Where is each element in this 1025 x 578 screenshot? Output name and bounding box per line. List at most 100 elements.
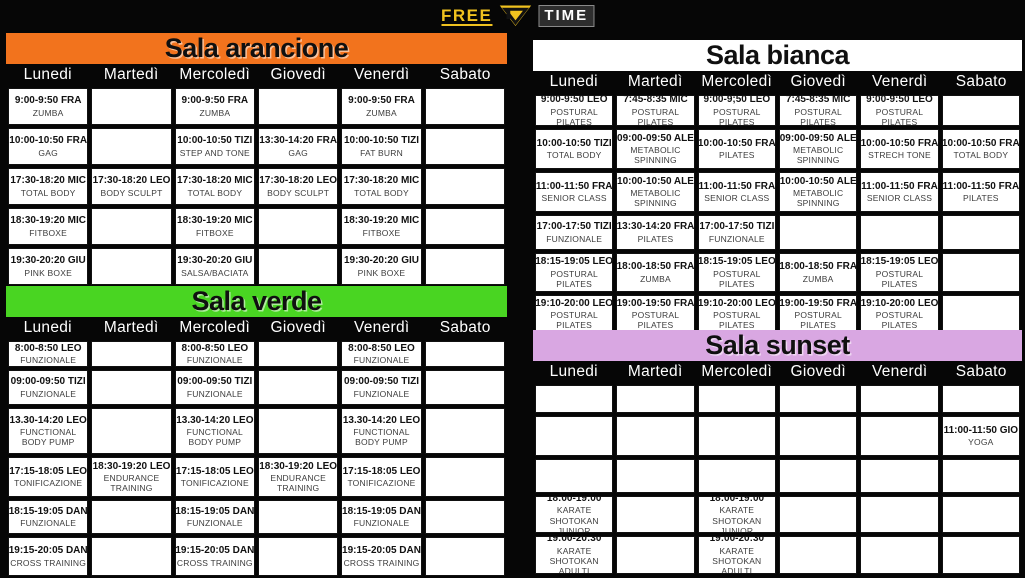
class-activity: POSTURAL PILATES	[631, 310, 680, 331]
schedule-cell-empty	[941, 385, 1020, 413]
schedule-cell-empty	[424, 408, 505, 454]
schedule-cell-empty	[424, 341, 505, 367]
class-time: 17:15-18:05 LEO	[175, 465, 254, 477]
schedule-cell-empty	[616, 536, 695, 574]
schedule-cell: 11:00-11:50 FRA SENIOR CLASS	[697, 172, 776, 212]
schedule-cell: 9:00-9:50 LEO POSTURAL PILATES	[535, 95, 614, 126]
schedule-cell-empty	[779, 416, 858, 456]
class-time: 18:00-18:50 FRA	[779, 261, 858, 273]
schedule-cell: 18:15-19:05 DAN FUNZIONALE	[8, 500, 89, 534]
schedule-cell: 13.30-14:20 LEO FUNCTIONAL BODY PUMP	[8, 408, 89, 454]
schedule-cell-empty	[697, 416, 776, 456]
class-time: 11:00-11:50 GIO	[943, 424, 1019, 436]
freetime-logo: FREE TIME	[433, 0, 602, 32]
class-activity: POSTURAL PILATES	[875, 268, 924, 289]
class-time: 19:30-20:20 GIU	[10, 255, 86, 267]
class-activity: TOTAL BODY	[187, 187, 243, 198]
class-activity: BODY SCULPT	[100, 187, 163, 198]
class-time: 17:15-18:05 LEO	[9, 465, 88, 477]
schedule-cell-empty	[941, 215, 1020, 250]
class-activity: FUNCTIONAL BODY PUMP	[186, 427, 243, 448]
class-activity: KARATE SHOTOKAN JUNIOR	[549, 505, 599, 533]
schedule-cell-empty	[941, 295, 1020, 333]
class-time: 8:00-8:50 LEO	[348, 342, 415, 354]
day-header-row: Lunedi Martedì Mercoledì Giovedì Venerdì Saba…	[6, 317, 507, 339]
class-time: 19:00-20:30	[546, 536, 602, 545]
class-activity: KARATE SHOTOKAN ADULTI	[549, 545, 599, 574]
schedule-cell: 10:00-10:50 ALE METABOLIC SPINNING	[779, 172, 858, 212]
schedule-cell: 17:15-18:05 LEO TONIFICAZIONE	[8, 457, 89, 497]
schedule-cell: 10:00-10:50 FRA STRECH TONE	[860, 129, 939, 169]
class-time: 18:15-19:05 LEO	[860, 256, 939, 268]
class-time: 18:15-19:05 DAN	[175, 505, 255, 517]
class-activity: FUNZIONALE	[20, 388, 77, 399]
freetime-triangle-icon	[497, 1, 534, 31]
schedule-cell: 11:00-11:50 FRA PILATES	[941, 172, 1020, 212]
schedule-cell: 10:00-10:50 FRA PILATES	[697, 129, 776, 169]
class-activity: TOTAL BODY	[546, 150, 602, 161]
schedule-grid-verde: 8:00-8:50 LEO FUNZIONALE 8:00-8:50 LEO FUNZ…	[6, 339, 507, 578]
schedule-cell-empty	[91, 341, 172, 367]
class-activity: ENDURANCE TRAINING	[270, 473, 326, 494]
class-time: 9:00-9;50 LEO	[703, 95, 771, 106]
day-header-5: Sabato	[955, 363, 1007, 380]
day-header-4: Venerdì	[353, 66, 410, 83]
class-activity: FITBOXE	[362, 227, 401, 238]
class-activity: SENIOR CLASS	[704, 193, 770, 204]
class-time: 19:15-20:05 DAN	[342, 545, 421, 557]
schedule-cell: 19:15-20:05 DAN CROSS TRAINING	[174, 537, 255, 576]
schedule-cell: 9:00-9;50 LEO POSTURAL PILATES	[697, 95, 776, 126]
schedule-cell-empty	[779, 459, 858, 493]
schedule-cell-empty	[424, 88, 505, 125]
schedule-cell: 11:00-11:50 GIO YOGA	[941, 416, 1020, 456]
day-header-row: Lunedi Martedì Mercoledì Giovedì Venerdì Saba…	[533, 71, 1022, 93]
class-time: 19:00-20:30	[709, 536, 765, 545]
class-time: 13:30-14:20 FRA	[259, 135, 338, 147]
day-header-row: Lunedi Martedì Mercoledì Giovedì Venerdì Saba…	[6, 64, 507, 86]
class-activity: POSTURAL PILATES	[713, 268, 761, 289]
class-time: 18:00-18:50 FRA	[616, 261, 695, 273]
schedule-cell-empty	[258, 341, 339, 367]
class-time: 17:30-18:20 MIC	[177, 175, 253, 187]
class-activity: METABOLIC SPINNING	[630, 145, 681, 166]
schedule-cell-empty	[616, 459, 695, 493]
schedule-cell-empty	[258, 370, 339, 405]
day-header-5: Sabato	[955, 73, 1007, 90]
class-time: 18:30-19:20 MIC	[10, 215, 86, 227]
schedule-cell-empty	[258, 88, 339, 125]
schedule-cell: 19:15-20:05 DAN CROSS TRAINING	[8, 537, 89, 576]
class-time: 18:15-19:05 LEO	[697, 256, 776, 268]
schedule-cell: 18:15-19:05 LEO POSTURAL PILATES	[860, 253, 939, 292]
schedule-cell: 17:30-18:20 LEO BODY SCULPT	[258, 168, 339, 205]
schedule-cell-empty	[91, 128, 172, 165]
class-activity: FUNZIONALE	[186, 388, 243, 399]
class-time: 17:30-18:20 MIC	[10, 175, 86, 187]
schedule-cell: 18:00-19:00 KARATE SHOTOKAN JUNIOR	[535, 496, 614, 533]
class-activity: ZUMBA	[32, 107, 64, 118]
class-time: 19:10-20:00 LEO	[535, 297, 614, 309]
day-header-3: Giovedì	[270, 319, 327, 336]
class-activity: GAG	[38, 147, 58, 158]
class-time: 8:00-8:50 LEO	[181, 342, 249, 354]
room-title: Sala verde	[191, 286, 322, 316]
class-activity: FUNCTIONAL BODY PUMP	[20, 427, 77, 448]
day-header-1: Martedì	[627, 73, 683, 90]
day-header-0: Lunedi	[549, 363, 598, 380]
class-time: 10:00-10:50 FRA	[9, 135, 88, 147]
schedule-grid-bianca: 9:00-9:50 LEO POSTURAL PILATES 7:45-8:35 M…	[533, 93, 1022, 335]
class-activity: FUNZIONALE	[20, 518, 77, 529]
schedule-cell: 9:00-9:50 FRA ZUMBA	[8, 88, 89, 125]
class-activity: FUNZIONALE	[186, 355, 243, 366]
class-time: 18:15-19:05 DAN	[8, 505, 88, 517]
class-time: 18:00-19:00	[546, 496, 602, 504]
class-time: 9:00-9:50 FRA	[14, 95, 82, 107]
class-activity: FUNZIONALE	[708, 233, 765, 244]
class-activity: FUNCTIONAL BODY PUMP	[353, 427, 410, 448]
schedule-cell-empty	[424, 537, 505, 576]
class-activity: CROSS TRAINING	[343, 557, 420, 568]
schedule-cell: 10:00-10:50 FRA TOTAL BODY	[941, 129, 1020, 169]
class-time: 13.30-14:20 LEO	[9, 414, 87, 426]
schedule-cell-empty	[424, 370, 505, 405]
class-time: 11:00-11:50 FRA	[698, 180, 776, 192]
class-time: 18:15-19:05 DAN	[342, 505, 421, 517]
